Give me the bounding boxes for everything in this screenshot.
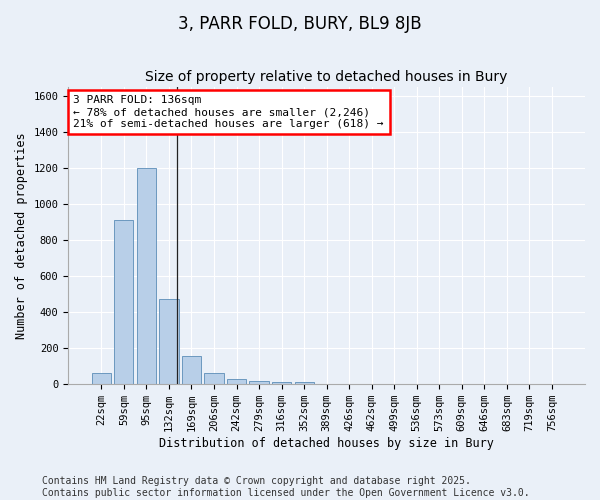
- Text: 3 PARR FOLD: 136sqm
← 78% of detached houses are smaller (2,246)
21% of semi-det: 3 PARR FOLD: 136sqm ← 78% of detached ho…: [73, 96, 384, 128]
- X-axis label: Distribution of detached houses by size in Bury: Distribution of detached houses by size …: [159, 437, 494, 450]
- Text: Contains HM Land Registry data © Crown copyright and database right 2025.
Contai: Contains HM Land Registry data © Crown c…: [42, 476, 530, 498]
- Bar: [295, 382, 314, 384]
- Bar: [205, 373, 224, 384]
- Bar: [114, 220, 133, 384]
- Bar: [182, 356, 201, 384]
- Bar: [250, 380, 269, 384]
- Text: 3, PARR FOLD, BURY, BL9 8JB: 3, PARR FOLD, BURY, BL9 8JB: [178, 15, 422, 33]
- Bar: [227, 379, 246, 384]
- Bar: [272, 382, 291, 384]
- Bar: [92, 374, 111, 384]
- Y-axis label: Number of detached properties: Number of detached properties: [15, 132, 28, 338]
- Bar: [160, 298, 179, 384]
- Title: Size of property relative to detached houses in Bury: Size of property relative to detached ho…: [145, 70, 508, 84]
- Bar: [137, 168, 156, 384]
